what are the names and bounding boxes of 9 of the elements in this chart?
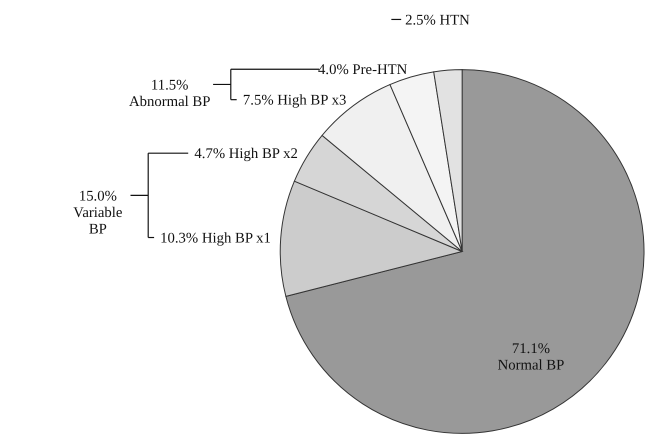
slice-label: 2.5% HTN (405, 12, 470, 28)
text: 11.5% Abnormal BP (128, 77, 210, 110)
slice-label: 4.7% High BP x2 (194, 146, 298, 162)
slice-label: 7.5% High BP x3 (242, 92, 346, 109)
text: 15.0% Variable BP (73, 188, 123, 238)
slice-label: Normal BP (498, 357, 564, 374)
data-label: 71.1% (512, 340, 550, 357)
slice-label: 10.3% High BP x1 (160, 230, 271, 246)
slice-label: 4.0% Pre-HTN (318, 62, 408, 78)
